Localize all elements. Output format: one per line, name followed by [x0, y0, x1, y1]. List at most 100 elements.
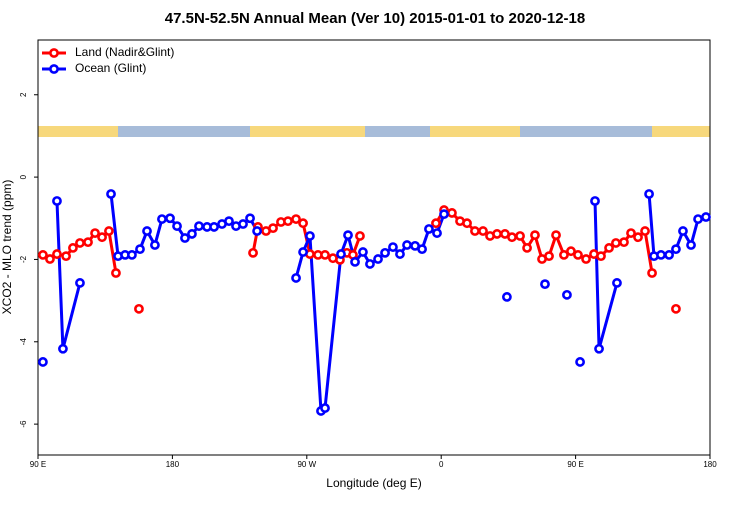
data-point — [562, 289, 572, 300]
data-point — [157, 214, 167, 224]
data-point — [38, 250, 48, 260]
data-point — [97, 232, 107, 243]
data-point — [478, 226, 488, 236]
data-point — [127, 250, 137, 260]
x-tick-label: 180 — [166, 460, 180, 469]
data-point — [320, 403, 330, 413]
data-point — [252, 226, 262, 236]
data-point — [470, 226, 480, 236]
data-point — [298, 218, 308, 229]
data-point — [238, 219, 248, 229]
data-point — [640, 226, 650, 236]
x-tick-label: 90 E — [30, 460, 46, 469]
data-point — [492, 229, 502, 239]
land-band — [250, 126, 365, 137]
data-point — [320, 250, 330, 260]
data-point — [83, 237, 93, 248]
data-point — [671, 244, 681, 255]
data-point — [656, 250, 666, 260]
data-point — [61, 251, 71, 262]
data-point — [590, 196, 600, 206]
x-tick-label: 90 E — [567, 460, 583, 469]
data-point — [75, 238, 85, 248]
data-point — [596, 251, 606, 262]
data-point — [350, 257, 360, 267]
data-point — [172, 221, 182, 231]
data-point — [604, 243, 614, 253]
data-point — [268, 223, 278, 234]
x-tick-label: 0 — [439, 460, 444, 469]
data-point — [664, 250, 674, 260]
data-point — [305, 231, 315, 241]
data-point — [52, 249, 62, 259]
data-point — [104, 226, 114, 236]
data-point — [594, 343, 604, 354]
data-point — [431, 218, 441, 229]
data-point — [291, 214, 301, 224]
data-point — [424, 224, 434, 234]
data-point — [373, 254, 383, 264]
data-point — [701, 212, 711, 222]
data-point — [633, 232, 643, 243]
data-point — [75, 278, 85, 288]
data-point — [150, 240, 160, 250]
data-point — [38, 357, 48, 367]
data-point — [245, 213, 255, 224]
data-point — [209, 222, 219, 232]
y-tick-label: -4 — [19, 338, 28, 346]
data-point — [142, 226, 152, 236]
data-point — [507, 232, 517, 243]
data-point — [611, 238, 621, 248]
data-point — [402, 240, 412, 250]
x-axis-label: Longitude (deg E) — [326, 476, 421, 490]
data-point — [388, 242, 398, 252]
data-point — [165, 213, 175, 224]
data-point — [68, 243, 78, 253]
legend-label: Ocean (Glint) — [75, 61, 146, 75]
data-point — [432, 228, 442, 238]
data-point — [439, 209, 449, 220]
ocean-band — [38, 126, 710, 137]
data-point — [355, 231, 365, 241]
data-point — [106, 189, 116, 199]
data-point — [559, 250, 569, 260]
data-point — [58, 343, 68, 354]
data-point — [298, 247, 308, 257]
data-point — [515, 231, 525, 241]
data-point — [417, 244, 427, 255]
data-point — [573, 250, 583, 260]
plot-frame — [37, 39, 711, 456]
data-point — [530, 230, 540, 241]
data-point — [45, 254, 55, 264]
data-point — [380, 247, 390, 258]
land-band — [430, 126, 520, 137]
y-tick-label: 0 — [19, 174, 28, 179]
x-tick-label: 90 W — [297, 460, 316, 469]
legend-marker — [49, 64, 59, 74]
data-point — [90, 228, 100, 238]
data-point — [686, 240, 696, 250]
data-point — [180, 233, 190, 243]
x-tick-label: 180 — [703, 460, 717, 469]
data-point — [447, 208, 457, 218]
data-point — [502, 292, 512, 302]
data-point — [544, 251, 554, 262]
data-point — [619, 237, 629, 248]
data-point — [395, 249, 405, 259]
legend-label: Land (Nadir&Glint) — [75, 45, 174, 59]
land-sea-strip — [38, 126, 710, 137]
data-point — [626, 228, 636, 238]
chart-title: 47.5N-52.5N Annual Mean (Ver 10) 2015-01… — [165, 10, 585, 27]
data-point — [575, 357, 585, 367]
data-point — [540, 279, 550, 290]
data-point — [365, 259, 375, 269]
y-tick-label: -2 — [19, 255, 28, 263]
data-point — [135, 244, 145, 255]
data-point — [522, 243, 532, 253]
data-point — [194, 221, 204, 231]
data-point — [336, 249, 346, 259]
y-tick-label: -6 — [19, 420, 28, 428]
data-point — [291, 273, 301, 283]
